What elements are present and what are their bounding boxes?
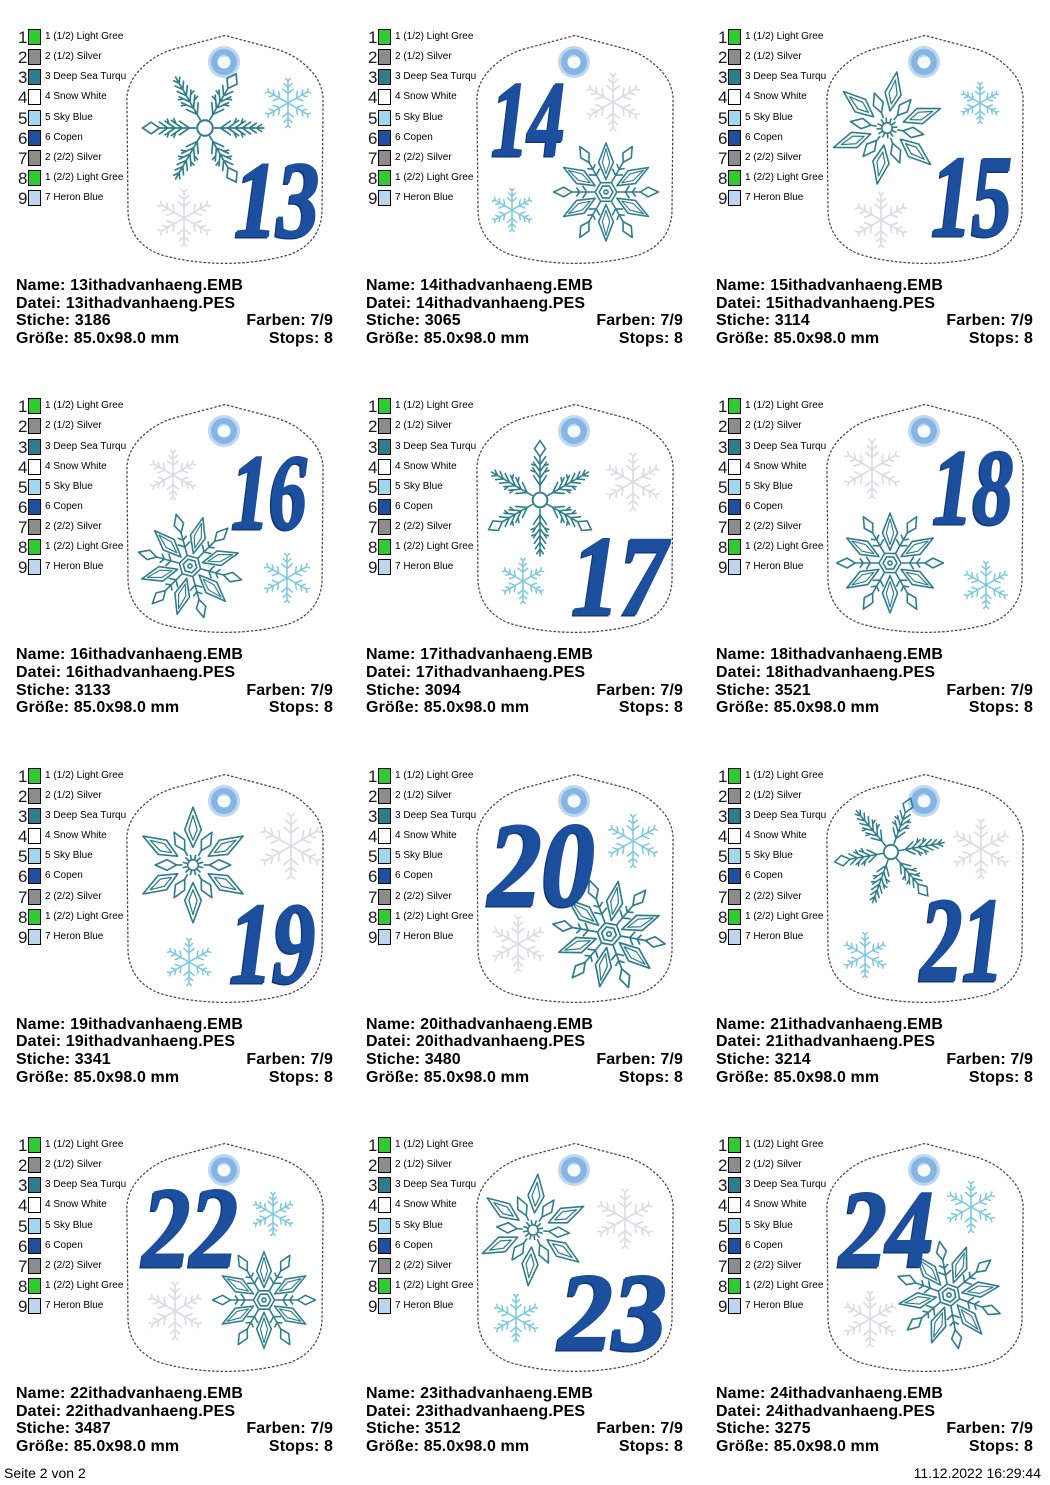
svg-text:18: 18 bbox=[933, 428, 1013, 547]
svg-text:23: 23 bbox=[556, 1253, 666, 1375]
svg-text:17: 17 bbox=[572, 513, 671, 639]
svg-text:13: 13 bbox=[234, 142, 318, 262]
svg-text:21: 21 bbox=[920, 873, 1005, 1006]
svg-text:22: 22 bbox=[141, 1164, 238, 1291]
svg-text:16: 16 bbox=[231, 436, 306, 554]
svg-text:13: 13 bbox=[235, 140, 319, 260]
svg-text:24: 24 bbox=[838, 1168, 934, 1290]
svg-text:14: 14 bbox=[492, 60, 565, 179]
svg-text:23: 23 bbox=[557, 1251, 667, 1373]
svg-text:20: 20 bbox=[486, 799, 594, 932]
svg-text:19: 19 bbox=[230, 880, 315, 1008]
svg-text:20: 20 bbox=[487, 798, 595, 931]
svg-text:24: 24 bbox=[837, 1170, 933, 1292]
svg-text:19: 19 bbox=[229, 881, 314, 1009]
svg-text:17: 17 bbox=[571, 515, 670, 641]
svg-text:15: 15 bbox=[931, 135, 1011, 263]
svg-text:16: 16 bbox=[232, 434, 307, 552]
svg-text:22: 22 bbox=[140, 1166, 237, 1293]
svg-text:14: 14 bbox=[491, 62, 564, 181]
svg-text:15: 15 bbox=[932, 133, 1012, 261]
svg-text:21: 21 bbox=[918, 874, 1003, 1007]
svg-text:18: 18 bbox=[932, 430, 1012, 549]
